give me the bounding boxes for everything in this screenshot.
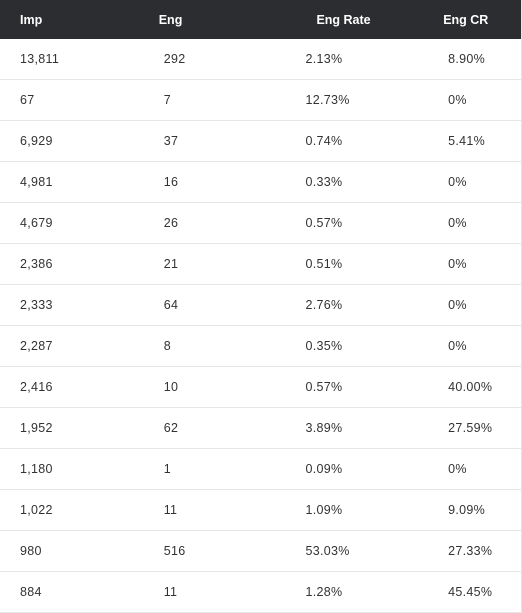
imp-cell: 1,180 — [20, 462, 53, 476]
eng-cr-cell: 8.90% — [448, 52, 486, 66]
imp-cell: 4,679 — [20, 216, 53, 230]
eng-cell: 10 — [163, 380, 179, 394]
eng-cell: 7 — [163, 93, 171, 107]
eng-cr-cell: 0% — [448, 339, 467, 353]
imp-cell: 2,416 — [20, 380, 53, 394]
eng-cr-cell: 0% — [448, 462, 467, 476]
eng-cell: 26 — [163, 216, 179, 230]
table-row: 1,952 62 3.89% 27.59% — [0, 408, 521, 449]
table-row: 2,416 10 0.57% 40.00% — [0, 367, 521, 408]
imp-cell: 1,952 — [20, 421, 53, 435]
imp-cell: 6,929 — [20, 134, 53, 148]
eng-rate-cell: 0.57% — [305, 380, 343, 394]
eng-rate-cell: 0.35% — [305, 339, 343, 353]
eng-cell: 8 — [163, 339, 171, 353]
eng-cr-cell: 0% — [448, 93, 467, 107]
column-header-imp[interactable]: Imp — [20, 12, 43, 27]
eng-rate-cell: 3.89% — [305, 421, 343, 435]
eng-cr-cell: 27.33% — [448, 544, 493, 558]
eng-rate-cell: 1.28% — [305, 585, 343, 599]
eng-rate-cell: 12.73% — [305, 93, 350, 107]
eng-cr-cell: 40.00% — [448, 380, 493, 394]
eng-cr-cell: 9.09% — [448, 503, 486, 517]
eng-cr-cell: 27.59% — [448, 421, 493, 435]
eng-rate-cell: 2.76% — [305, 298, 343, 312]
eng-cr-cell: 0% — [448, 216, 467, 230]
eng-cr-cell: 0% — [448, 298, 467, 312]
imp-cell: 1,022 — [20, 503, 53, 517]
eng-cell: 292 — [163, 52, 186, 66]
table-row: 13,811 292 2.13% 8.90% — [0, 39, 521, 80]
table-row: 4,679 26 0.57% 0% — [0, 203, 521, 244]
eng-rate-cell: 0.09% — [305, 462, 343, 476]
imp-cell: 2,287 — [20, 339, 53, 353]
imp-cell: 4,981 — [20, 175, 53, 189]
table-header: Imp Eng Eng Rate Eng CR — [0, 0, 521, 39]
imp-cell: 884 — [20, 585, 42, 599]
table-row: 2,287 8 0.35% 0% — [0, 326, 521, 367]
eng-cell: 11 — [163, 585, 178, 599]
eng-cell: 516 — [163, 544, 186, 558]
eng-cr-cell: 5.41% — [448, 134, 486, 148]
imp-cell: 13,811 — [20, 52, 60, 66]
table-row: 884 11 1.28% 45.45% — [0, 572, 521, 613]
table-body: 13,811 292 2.13% 8.90% 67 7 12.73% 0% 6,929 37 0.7… — [0, 39, 521, 613]
table-row: 1,180 1 0.09% 0% — [0, 449, 521, 490]
eng-cell: 62 — [163, 421, 179, 435]
table-row: 1,022 11 1.09% 9.09% — [0, 490, 521, 531]
column-header-eng[interactable]: Eng — [158, 12, 183, 27]
imp-cell: 67 — [20, 93, 35, 107]
table-row: 2,333 64 2.76% 0% — [0, 285, 521, 326]
eng-rate-cell: 53.03% — [305, 544, 350, 558]
eng-cell: 64 — [163, 298, 179, 312]
eng-cell: 21 — [163, 257, 179, 271]
eng-cell: 37 — [163, 134, 179, 148]
eng-cr-cell: 0% — [448, 257, 467, 271]
eng-rate-cell: 0.57% — [305, 216, 343, 230]
eng-cell: 11 — [163, 503, 178, 517]
eng-cell: 1 — [163, 462, 171, 476]
table-row: 4,981 16 0.33% 0% — [0, 162, 521, 203]
table-row: 2,386 21 0.51% 0% — [0, 244, 521, 285]
imp-cell: 2,333 — [20, 298, 53, 312]
eng-cr-cell: 45.45% — [448, 585, 493, 599]
table-row: 6,929 37 0.74% 5.41% — [0, 121, 521, 162]
imp-cell: 980 — [20, 544, 42, 558]
eng-rate-cell: 0.51% — [305, 257, 343, 271]
column-header-eng-rate[interactable]: Eng Rate — [316, 12, 371, 27]
imp-cell: 2,386 — [20, 257, 53, 271]
eng-rate-cell: 0.74% — [305, 134, 343, 148]
eng-rate-cell: 0.33% — [305, 175, 343, 189]
column-header-eng-cr[interactable]: Eng CR — [443, 12, 489, 27]
eng-rate-cell: 1.09% — [305, 503, 343, 517]
table-row: 980 516 53.03% 27.33% — [0, 531, 521, 572]
eng-cr-cell: 0% — [448, 175, 467, 189]
eng-cell: 16 — [163, 175, 179, 189]
eng-rate-cell: 2.13% — [305, 52, 343, 66]
table-row: 67 7 12.73% 0% — [0, 80, 521, 121]
